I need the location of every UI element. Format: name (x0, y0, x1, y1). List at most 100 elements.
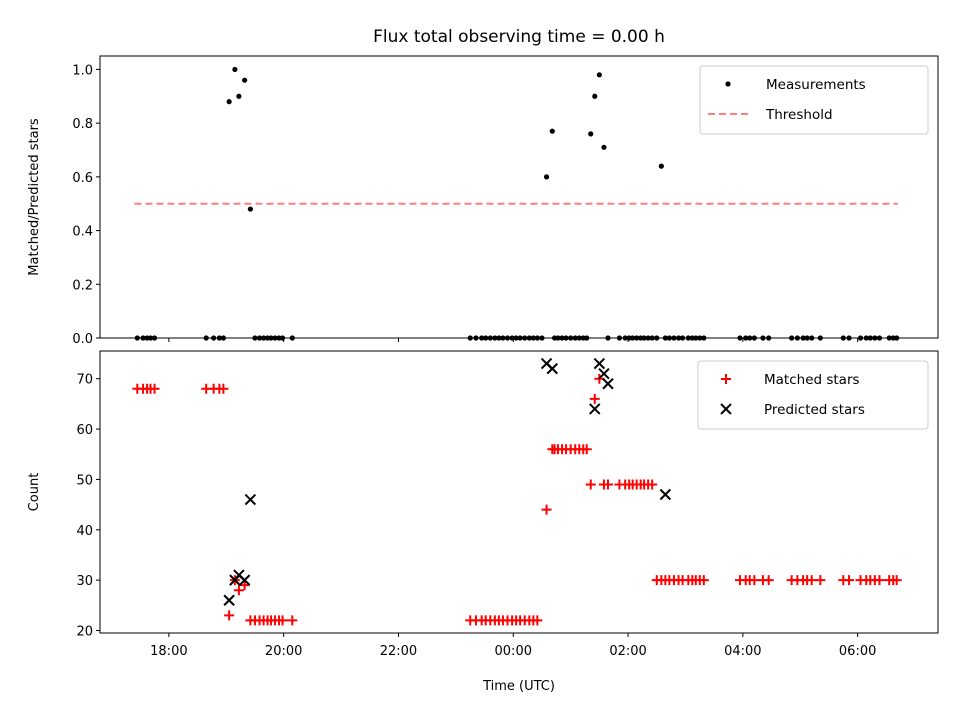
data-point (634, 335, 640, 341)
x-tick-label: 18:00 (150, 644, 187, 659)
data-point (555, 335, 561, 341)
data-point (601, 144, 607, 150)
data-point (589, 393, 600, 404)
data-point (149, 383, 160, 394)
y-tick-label: 0.0 (72, 332, 93, 347)
data-point (874, 575, 885, 586)
data-point (598, 367, 610, 380)
count-panel: 20 30 40 50 60 70 18:00 20:00 22:00 00:00 02:00 04… (27, 350, 939, 659)
data-point (872, 335, 878, 341)
data-point (549, 128, 555, 134)
series-0 (132, 373, 902, 626)
data-point (685, 335, 691, 341)
data-point (641, 335, 647, 341)
data-point (487, 335, 493, 341)
data-point (857, 335, 864, 341)
data-point (817, 335, 823, 341)
data-point (658, 163, 664, 169)
x-tick-label: 06:00 (839, 644, 876, 659)
data-point (572, 335, 578, 341)
data-point (593, 357, 606, 370)
data-point (804, 335, 810, 341)
data-point (693, 335, 699, 341)
y-tick-label: 0.2 (72, 278, 93, 293)
legend-box (697, 360, 929, 430)
legend-marker (721, 374, 731, 384)
x-tick-label: 20:00 (265, 644, 302, 659)
ratio-panel: 0.0 0.2 0.4 0.6 0.8 1.0 Matched/Predicted sta… (27, 55, 939, 347)
data-point (277, 615, 288, 626)
data-point (526, 335, 532, 341)
data-point (289, 335, 295, 341)
legend-label: Threshold (765, 107, 833, 123)
data-point (698, 575, 709, 586)
data-point (763, 575, 774, 586)
data-point (649, 335, 655, 341)
data-point (151, 335, 158, 341)
data-point (747, 335, 753, 341)
data-point (242, 77, 248, 83)
data-point (522, 335, 528, 341)
data-point (513, 335, 519, 341)
data-point (496, 335, 502, 341)
data-point (563, 335, 569, 341)
plot-frame (99, 350, 939, 634)
y-tick-label: 50 (76, 473, 93, 488)
data-point (268, 335, 274, 341)
data-point (252, 335, 258, 341)
data-point (287, 615, 298, 626)
data-point (588, 131, 594, 137)
data-point (479, 335, 485, 341)
count-x-axis: 18:00 20:00 22:00 00:00 02:00 04:00 06:00 (150, 633, 876, 659)
data-point (743, 335, 749, 341)
y-tick-label: 1.0 (72, 63, 93, 78)
series-1 (223, 357, 672, 606)
data-point (622, 335, 628, 341)
data-point (279, 335, 286, 341)
data-point (697, 335, 703, 341)
x-tick-label: 04:00 (724, 644, 761, 659)
data-point (467, 335, 473, 341)
data-point (891, 575, 902, 586)
data-point (256, 335, 263, 341)
data-point (272, 335, 278, 341)
data-point (546, 362, 558, 375)
data-point (616, 335, 623, 341)
data-point (794, 335, 800, 341)
data-point (894, 335, 900, 341)
data-point (541, 504, 552, 515)
data-point (602, 479, 613, 490)
x-tick-label: 00:00 (495, 644, 532, 659)
data-point (840, 335, 846, 341)
data-point (530, 335, 536, 341)
y-tick-label: 0.4 (72, 225, 93, 240)
data-point (247, 206, 253, 212)
data-point (809, 335, 815, 341)
data-point (766, 335, 772, 341)
data-point (630, 335, 636, 341)
data-point (867, 335, 873, 341)
data-point (662, 335, 668, 341)
legend-marker (720, 403, 732, 415)
data-point (602, 378, 614, 390)
data-point (492, 335, 498, 341)
data-point (517, 335, 523, 341)
ratio-x-axis (168, 338, 859, 342)
data-point (224, 610, 235, 621)
data-point (585, 479, 596, 490)
count-y-axis-label: Count (27, 473, 42, 512)
data-point (147, 335, 154, 341)
data-point (232, 66, 238, 73)
legend-box (699, 65, 929, 135)
data-point (239, 580, 250, 591)
data-point (532, 615, 543, 626)
data-point (504, 335, 511, 341)
data-point (244, 493, 257, 506)
data-point (539, 335, 545, 341)
data-point (863, 335, 869, 341)
data-point (203, 335, 209, 341)
ratio-legend: Measurements Threshold (699, 65, 929, 135)
data-point (211, 335, 217, 341)
count-legend: Matched stars Predicted stars (697, 360, 929, 430)
data-point (760, 335, 766, 341)
